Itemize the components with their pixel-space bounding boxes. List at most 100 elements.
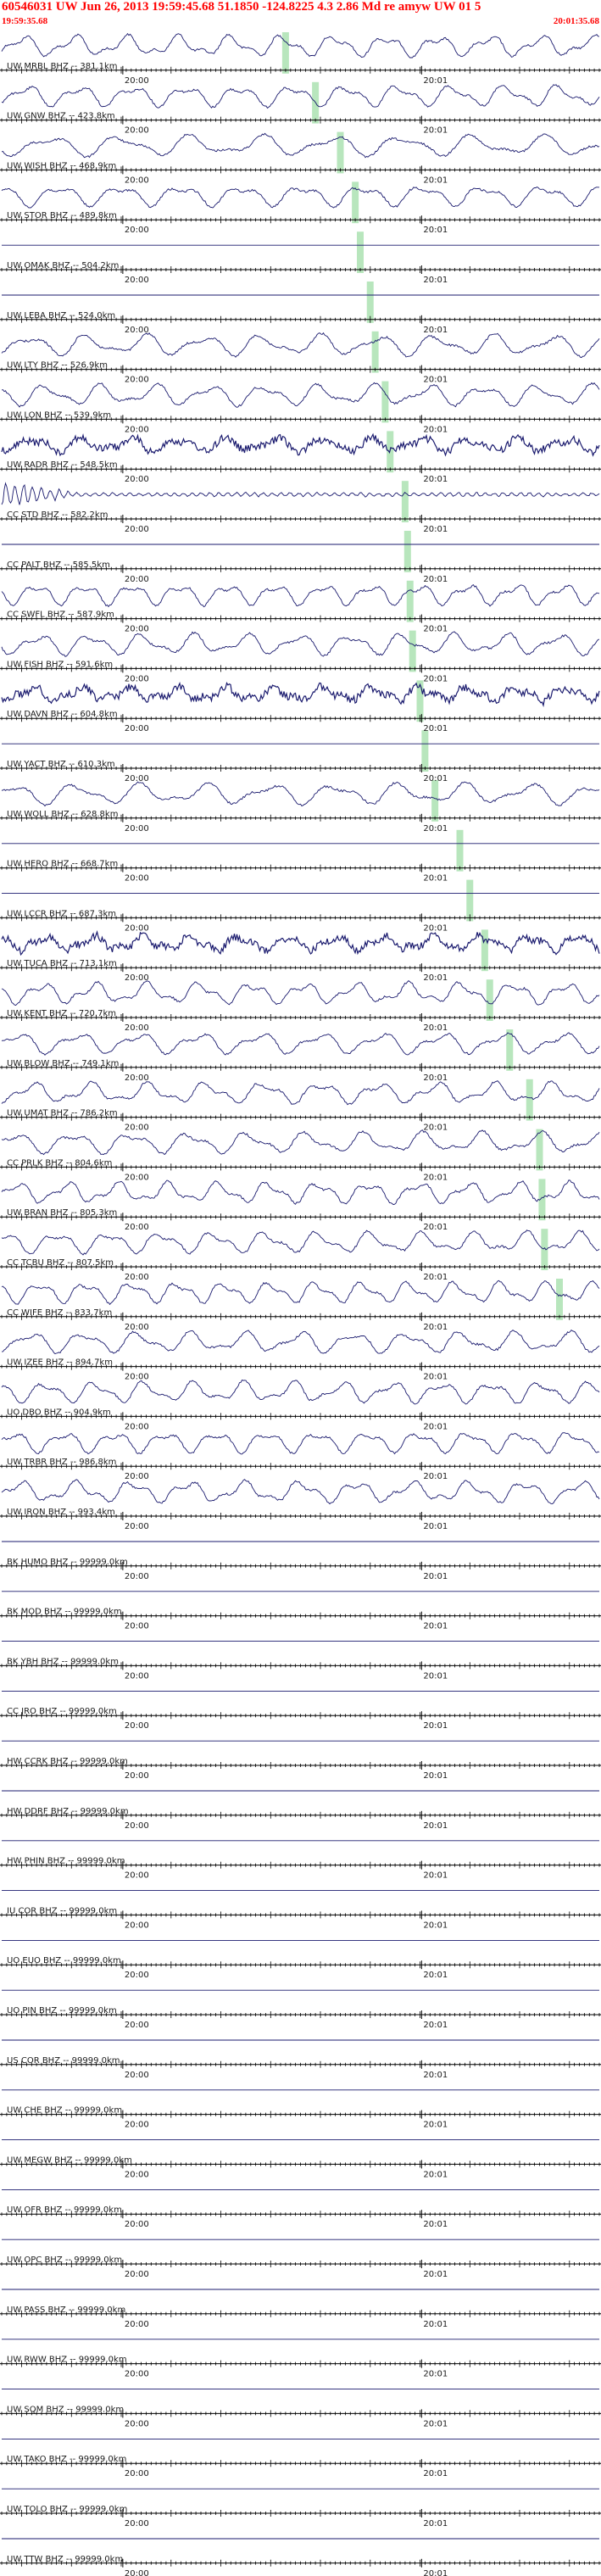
tick-label-48-0: 20:00 — [125, 2469, 149, 2478]
pick-marker-11 — [406, 580, 414, 622]
event-title: 60546031 UW Jun 26, 2013 19:59:45.68 51.… — [2, 0, 481, 14]
tick-label-32-0: 20:00 — [125, 1671, 149, 1681]
pick-marker-24 — [541, 1229, 548, 1270]
pick-marker-10 — [403, 531, 411, 572]
axis-ticks-10 — [1, 565, 600, 572]
tick-label-46-0: 20:00 — [125, 2370, 149, 2379]
tick-label-38-1: 20:01 — [423, 1971, 448, 1980]
axis-ticks-41 — [1, 2110, 600, 2118]
trace-label-27: UO DBO BHZ -- 904.9km — [7, 1408, 111, 1417]
pick-marker-17 — [466, 879, 474, 922]
tick-label-16-1: 20:01 — [423, 874, 448, 884]
tick-label-8-1: 20:01 — [423, 475, 448, 484]
trace-label-21: UW UMAT BHZ -- 786.2km — [7, 1109, 118, 1118]
tick-label-33-1: 20:01 — [423, 1721, 448, 1731]
tick-label-15-0: 20:00 — [125, 824, 149, 834]
tick-label-29-0: 20:00 — [125, 1522, 149, 1531]
tick-label-45-0: 20:00 — [125, 2320, 149, 2329]
axis-ticks-50 — [1, 2559, 600, 2567]
pick-marker-6 — [371, 331, 379, 373]
pick-marker-19 — [486, 979, 493, 1021]
trace-label-26: UW IZEE BHZ -- 894.7km — [7, 1358, 113, 1368]
tick-label-14-1: 20:01 — [423, 774, 448, 783]
tick-label-3-0: 20:00 — [125, 226, 149, 235]
trace-label-24: CC TCBU BHZ -- 807.5km — [7, 1258, 114, 1268]
pick-marker-21 — [526, 1079, 533, 1121]
tick-label-12-1: 20:01 — [423, 674, 448, 683]
axis-ticks-36 — [1, 1861, 600, 1869]
pick-marker-2 — [337, 131, 344, 174]
axis-ticks-43 — [1, 2211, 600, 2218]
tick-label-17-0: 20:00 — [125, 923, 149, 933]
pick-marker-3 — [352, 181, 359, 224]
tick-label-35-0: 20:00 — [125, 1821, 149, 1831]
trace-label-44: UW OPC BHZ -- 99999.0km — [7, 2255, 122, 2265]
waveform-3 — [1, 186, 600, 209]
trace-label-33: CC JRO BHZ -- 99999.0km — [7, 1707, 117, 1716]
trace-label-29: UW IRON BHZ -- 993.4km — [7, 1508, 115, 1517]
trace-label-43: UW OFR BHZ -- 99999.0km — [7, 2205, 122, 2215]
trace-label-17: UW LCCR BHZ -- 687.3km — [7, 909, 116, 918]
pick-marker-20 — [506, 1029, 514, 1071]
tick-label-13-1: 20:01 — [423, 724, 448, 733]
axis-ticks-6 — [1, 365, 600, 373]
tick-label-46-1: 20:01 — [423, 2370, 448, 2379]
trace-label-11: CC SWFL BHZ -- 587.9km — [7, 611, 114, 620]
tick-label-22-1: 20:01 — [423, 1173, 448, 1182]
tick-label-20-0: 20:00 — [125, 1073, 149, 1083]
trace-label-39: UO PIN BHZ -- 99999.0km — [7, 2006, 117, 2016]
axis-ticks-3 — [1, 216, 600, 224]
trace-label-18: UW TUCA BHZ -- 713.1km — [7, 959, 117, 968]
tick-label-11-0: 20:00 — [125, 625, 149, 634]
trace-label-7: UW LON BHZ -- 539.9km — [7, 410, 111, 420]
waveform-1 — [1, 84, 600, 109]
pick-marker-7 — [381, 381, 389, 423]
trace-label-48: UW TAKO BHZ -- 99999.0km — [7, 2455, 126, 2464]
pick-marker-14 — [421, 730, 429, 772]
trace-label-3: UW STOR BHZ -- 489.8km — [7, 211, 117, 220]
pick-marker-5 — [366, 282, 374, 323]
tick-label-24-0: 20:00 — [125, 1273, 149, 1282]
tick-label-40-0: 20:00 — [125, 2071, 149, 2080]
waveform-18 — [1, 929, 600, 956]
waveform-24 — [1, 1229, 600, 1256]
tick-label-24-1: 20:01 — [423, 1273, 448, 1282]
tick-label-9-1: 20:01 — [423, 525, 448, 534]
tick-label-12-0: 20:00 — [125, 674, 149, 683]
tick-label-29-1: 20:01 — [423, 1522, 448, 1531]
trace-label-38: UO EUO BHZ -- 99999.0km — [7, 1956, 121, 1965]
tick-label-47-0: 20:00 — [125, 2419, 149, 2428]
tick-label-19-1: 20:01 — [423, 1023, 448, 1033]
tick-label-14-0: 20:00 — [125, 774, 149, 783]
tick-label-21-1: 20:01 — [423, 1124, 448, 1133]
tick-label-0-0: 20:00 — [125, 76, 149, 86]
tick-label-27-0: 20:00 — [125, 1422, 149, 1431]
tick-label-34-1: 20:01 — [423, 1771, 448, 1781]
axis-ticks-19 — [1, 1014, 600, 1021]
tick-label-50-0: 20:00 — [125, 2569, 149, 2576]
axis-ticks-47 — [1, 2410, 600, 2417]
trace-label-32: BK YBH BHZ -- 99999.0km — [7, 1657, 119, 1666]
tick-label-33-0: 20:00 — [125, 1721, 149, 1731]
tick-label-1-1: 20:01 — [423, 126, 448, 136]
tick-label-31-1: 20:01 — [423, 1622, 448, 1631]
axis-ticks-27 — [1, 1413, 600, 1420]
record-section-header: 60546031 UW Jun 26, 2013 19:59:45.68 51.… — [0, 0, 601, 32]
trace-label-42: UW MEGW BHZ -- 99999.0km — [7, 2155, 132, 2165]
trace-label-2: UW WISH BHZ -- 468.9km — [7, 161, 116, 170]
waveform-0 — [1, 32, 600, 59]
axis-ticks-17 — [1, 914, 600, 922]
axis-ticks-14 — [1, 765, 600, 772]
axis-ticks-11 — [1, 615, 600, 622]
tick-label-48-1: 20:01 — [423, 2469, 448, 2478]
tick-label-11-1: 20:01 — [423, 625, 448, 634]
tick-label-39-0: 20:00 — [125, 2021, 149, 2030]
pick-marker-25 — [556, 1279, 563, 1320]
tick-label-23-0: 20:00 — [125, 1223, 149, 1232]
pick-marker-15 — [431, 780, 439, 822]
tick-label-49-0: 20:00 — [125, 2519, 149, 2529]
waveform-22 — [1, 1129, 600, 1156]
waveform-15 — [1, 781, 600, 807]
tick-label-38-0: 20:00 — [125, 1971, 149, 1980]
tick-label-23-1: 20:01 — [423, 1223, 448, 1232]
